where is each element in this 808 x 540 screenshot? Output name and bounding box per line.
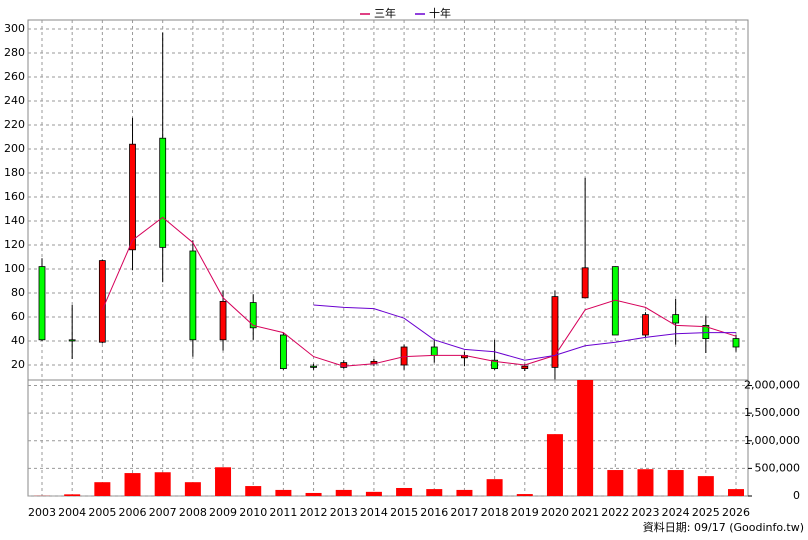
- legend-label: 三年: [374, 6, 396, 20]
- volume-bar: [275, 489, 292, 496]
- candle-body: [38, 266, 46, 341]
- x-tick-label: 2020: [541, 506, 569, 519]
- candle-body: [732, 338, 740, 348]
- candle-body: [551, 296, 559, 368]
- candle-body: [159, 137, 167, 248]
- y-tick-label: 120: [4, 238, 25, 251]
- y2-tick-label: 2,000,000: [744, 379, 800, 392]
- y-tick-label: 60: [11, 310, 25, 323]
- volume-bar: [365, 491, 382, 496]
- ma-line: [313, 304, 736, 361]
- candle-body: [642, 314, 649, 336]
- x-tick-label: 2013: [330, 506, 358, 519]
- candle-body: [98, 260, 106, 343]
- x-tick-label: 2026: [722, 506, 750, 519]
- volume-bar: [607, 470, 624, 496]
- volume-bar: [124, 473, 141, 496]
- y-tick-label: 160: [4, 190, 25, 203]
- x-tick-label: 2017: [450, 506, 478, 519]
- y2-tick-label: 500,000: [755, 461, 801, 474]
- y-tick-label: 100: [4, 262, 25, 275]
- candle-body: [68, 339, 76, 342]
- legend-label: 十年: [429, 6, 451, 20]
- volume-bar: [396, 487, 413, 496]
- source-note: 資料日期: 09/17 (Goodinfo.tw): [643, 520, 804, 534]
- y-tick-label: 260: [4, 70, 25, 83]
- volume-bar: [667, 470, 684, 496]
- x-tick-label: 2004: [58, 506, 86, 519]
- candle-body: [400, 346, 408, 366]
- candle-body: [279, 334, 287, 369]
- y2-tick-label: 1,000,000: [744, 434, 800, 447]
- volume-bar: [577, 380, 594, 496]
- volume-bar: [94, 482, 111, 496]
- x-tick-label: 2021: [571, 506, 599, 519]
- y-tick-label: 300: [4, 22, 25, 35]
- x-tick-label: 2011: [269, 506, 297, 519]
- x-tick-label: 2024: [662, 506, 690, 519]
- x-tick-label: 2022: [601, 506, 629, 519]
- x-tick-label: 2006: [119, 506, 147, 519]
- y2-tick-label: 1,500,000: [744, 406, 800, 419]
- x-tick-label: 2009: [209, 506, 237, 519]
- candle-body: [249, 302, 257, 329]
- volume-bar: [184, 482, 201, 496]
- x-tick-label: 2025: [692, 506, 720, 519]
- y-tick-label: 20: [11, 358, 25, 371]
- volume-bar: [546, 434, 563, 496]
- y-tick-label: 240: [4, 94, 25, 107]
- candle-body: [310, 365, 317, 368]
- volume-bar: [64, 494, 81, 496]
- volume-bar: [516, 494, 533, 496]
- volume-bar: [728, 489, 744, 496]
- ma-line: [101, 216, 737, 367]
- x-tick-label: 2012: [300, 506, 328, 519]
- y-tick-label: 40: [11, 334, 25, 347]
- candle-body: [521, 365, 529, 370]
- volume-bar: [154, 472, 171, 496]
- x-tick-label: 2005: [88, 506, 116, 519]
- x-tick-label: 2010: [239, 506, 267, 519]
- volume-bar: [335, 489, 352, 496]
- candle-body: [219, 300, 227, 341]
- y2-tick-label: 0: [793, 489, 800, 502]
- y-tick-label: 80: [11, 286, 25, 299]
- volume-bar: [456, 489, 473, 496]
- volume-bar: [305, 492, 322, 496]
- y-tick-label: 180: [4, 166, 25, 179]
- y-tick-label: 280: [4, 46, 25, 59]
- x-tick-label: 2019: [511, 506, 539, 519]
- y-tick-label: 200: [4, 142, 25, 155]
- y-tick-label: 220: [4, 118, 25, 131]
- plot-frame: [27, 19, 749, 497]
- volume-bar: [637, 469, 654, 496]
- x-tick-label: 2015: [390, 506, 418, 519]
- x-tick-label: 2016: [420, 506, 448, 519]
- candle-body: [129, 143, 136, 251]
- x-tick-label: 2023: [631, 506, 659, 519]
- candle-body: [430, 346, 438, 356]
- candle-body: [581, 267, 589, 299]
- candle-body: [491, 359, 499, 370]
- volume-bar: [215, 467, 232, 496]
- x-tick-label: 2014: [360, 506, 388, 519]
- volume-bar: [486, 479, 503, 496]
- candle-body: [672, 314, 680, 324]
- y-tick-label: 140: [4, 214, 25, 227]
- candle-body: [189, 250, 197, 341]
- x-tick-label: 2008: [179, 506, 207, 519]
- volume-bar: [697, 476, 714, 496]
- candle-body: [702, 324, 710, 339]
- x-tick-label: 2007: [149, 506, 177, 519]
- x-tick-label: 2018: [481, 506, 509, 519]
- volume-bar: [245, 486, 262, 496]
- x-tick-label: 2003: [28, 506, 56, 519]
- volume-bar: [426, 489, 443, 496]
